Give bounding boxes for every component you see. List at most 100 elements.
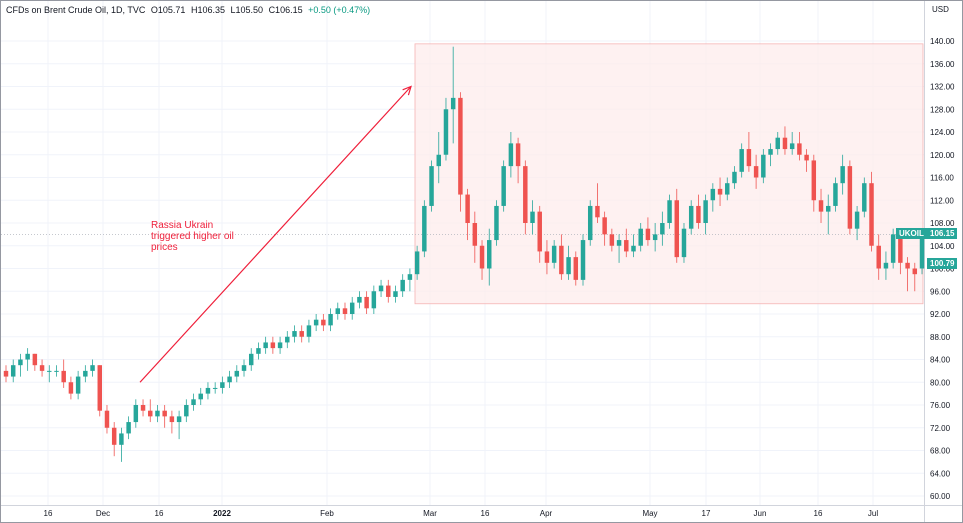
candle-body[interactable] — [890, 234, 896, 263]
candle-body[interactable] — [371, 291, 377, 309]
candle-body[interactable] — [660, 223, 665, 235]
candle-body[interactable] — [111, 427, 117, 445]
candle-body[interactable] — [241, 365, 247, 371]
candle-body[interactable] — [919, 234, 925, 269]
candle-body[interactable] — [386, 285, 391, 297]
candle-body[interactable] — [746, 149, 752, 167]
candle-body[interactable] — [407, 274, 413, 280]
candle-body[interactable] — [32, 353, 38, 366]
candle-body[interactable] — [595, 205, 600, 218]
candle-body[interactable] — [494, 205, 499, 241]
candle-body[interactable] — [18, 359, 23, 366]
candle-body[interactable] — [443, 109, 449, 155]
candle-body[interactable] — [148, 410, 153, 417]
candle-body[interactable] — [667, 200, 672, 223]
symbol-legend[interactable]: CFDs on Brent Crude Oil, 1D, TVC O105.71… — [6, 5, 373, 15]
candle-body[interactable] — [83, 370, 88, 377]
candle-body[interactable] — [198, 393, 203, 400]
candle-body[interactable] — [321, 319, 326, 326]
candle-body[interactable] — [501, 166, 506, 206]
candle-body[interactable] — [270, 342, 276, 349]
candle-body[interactable] — [624, 240, 629, 252]
candle-body[interactable] — [905, 262, 910, 269]
candle-body[interactable] — [530, 211, 535, 223]
candle-body[interactable] — [472, 223, 478, 246]
candle-body[interactable] — [883, 262, 889, 269]
candle-body[interactable] — [25, 353, 30, 360]
candle-body[interactable] — [335, 308, 341, 314]
candle-body[interactable] — [378, 285, 384, 292]
candle-body[interactable] — [854, 211, 860, 229]
candle-body[interactable] — [710, 188, 716, 201]
candle-body[interactable] — [393, 291, 398, 297]
candle-body[interactable] — [191, 399, 196, 405]
candle-body[interactable] — [847, 166, 853, 229]
candle-body[interactable] — [811, 160, 817, 201]
candle-body[interactable] — [566, 257, 571, 275]
candle-body[interactable] — [645, 228, 651, 241]
candle-body[interactable] — [205, 387, 211, 394]
candle-body[interactable] — [54, 370, 59, 372]
candle-body[interactable] — [508, 143, 514, 167]
candle-body[interactable] — [912, 268, 918, 275]
candle-body[interactable] — [97, 365, 102, 411]
candle-body[interactable] — [227, 376, 232, 383]
candle-body[interactable] — [674, 200, 680, 258]
candle-body[interactable] — [573, 257, 579, 280]
candle-body[interactable] — [176, 416, 182, 423]
candle-body[interactable] — [515, 143, 521, 167]
candle-body[interactable] — [681, 228, 687, 258]
candle-body[interactable] — [725, 183, 730, 195]
candle-body[interactable] — [587, 205, 593, 241]
candle-body[interactable] — [429, 166, 434, 206]
highlight-zone[interactable] — [414, 43, 924, 305]
candle-body[interactable] — [703, 200, 708, 223]
candle-body[interactable] — [638, 228, 643, 246]
candle-body[interactable] — [789, 143, 795, 150]
candle-body[interactable] — [487, 240, 492, 269]
candle-body[interactable] — [212, 387, 218, 389]
candle-body[interactable] — [39, 365, 45, 371]
candle-body[interactable] — [768, 149, 773, 155]
candle-body[interactable] — [263, 342, 268, 349]
annotation-arrow[interactable] — [139, 86, 412, 383]
candle-body[interactable] — [631, 245, 636, 252]
candle-body[interactable] — [299, 331, 304, 337]
candle-body[interactable] — [357, 296, 362, 303]
candle-body[interactable] — [10, 365, 16, 377]
candle-body[interactable] — [869, 183, 874, 246]
candle-body[interactable] — [761, 154, 766, 178]
candle-body[interactable] — [804, 154, 809, 161]
annotation-text[interactable]: Rassia Ukrain triggered higher oil price… — [151, 220, 261, 253]
candle-body[interactable] — [220, 382, 225, 388]
candle-body[interactable] — [155, 410, 160, 417]
candle-body[interactable] — [75, 376, 81, 394]
candle-body[interactable] — [162, 410, 167, 417]
candle-body[interactable] — [342, 308, 348, 314]
candle-body[interactable] — [559, 245, 564, 275]
candle-body[interactable] — [364, 296, 369, 309]
candle-body[interactable] — [133, 405, 139, 423]
candle-body[interactable] — [169, 416, 175, 423]
candle-body[interactable] — [414, 251, 420, 275]
candle-body[interactable] — [465, 194, 470, 223]
candle-body[interactable] — [285, 336, 290, 343]
candle-body[interactable] — [898, 234, 903, 263]
candle-body[interactable] — [184, 405, 189, 417]
candle-body[interactable] — [696, 205, 701, 223]
candle-body[interactable] — [833, 183, 838, 206]
candle-body[interactable] — [458, 97, 463, 195]
candle-body[interactable] — [739, 149, 744, 172]
candle-body[interactable] — [61, 370, 66, 383]
candle-body[interactable] — [523, 166, 528, 223]
candle-body[interactable] — [652, 234, 658, 241]
candle-body[interactable] — [479, 245, 485, 269]
candle-body[interactable] — [422, 205, 427, 252]
candle-body[interactable] — [544, 251, 550, 263]
candle-body[interactable] — [537, 211, 542, 252]
candle-body[interactable] — [862, 183, 867, 212]
candle-body[interactable] — [826, 205, 831, 212]
candle-body[interactable] — [3, 370, 9, 377]
candle-body[interactable] — [775, 137, 780, 150]
symbol-title[interactable]: CFDs on Brent Crude Oil, 1D, TVC — [6, 5, 146, 15]
